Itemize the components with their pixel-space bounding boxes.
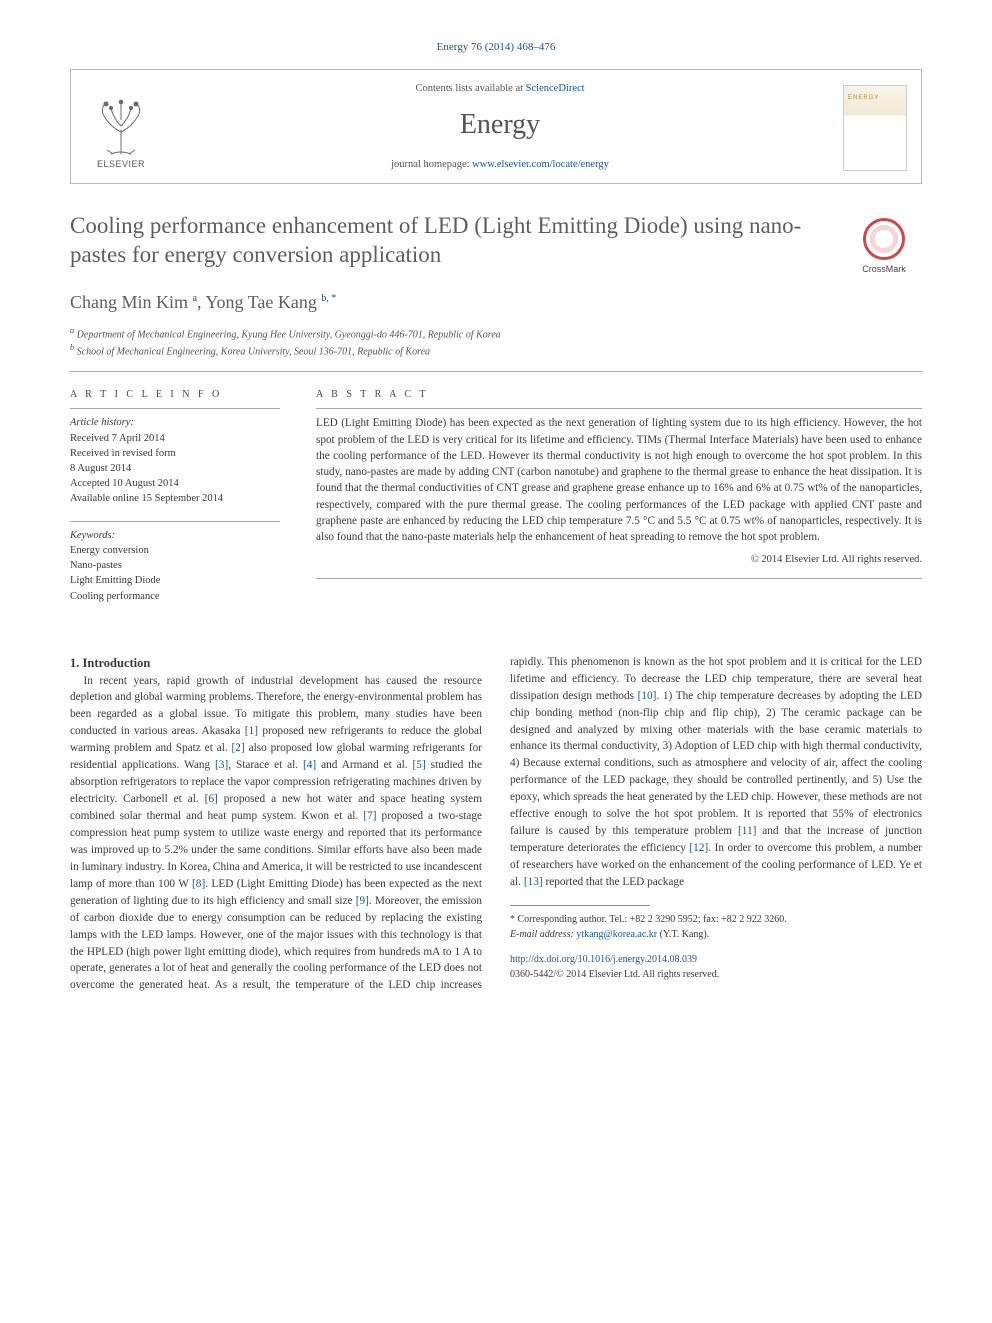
keyword: Light Emitting Diode — [70, 573, 280, 588]
crossmark-badge[interactable]: CrossMark — [846, 218, 922, 276]
corr-author-line: * Corresponding author. Tel.: +82 2 3290… — [510, 912, 922, 927]
elsevier-tree-icon — [93, 96, 149, 156]
author-2-name: Yong Tae Kang — [205, 292, 317, 312]
article-history: Article history: Received 7 April 2014 R… — [70, 415, 280, 506]
keyword: Energy conversion — [70, 543, 280, 558]
section-heading: 1. Introduction — [70, 654, 482, 673]
title-row: Cooling performance enhancement of LED (… — [70, 212, 922, 276]
doi-link[interactable]: http://dx.doi.org/10.1016/j.energy.2014.… — [510, 954, 697, 965]
article-info-heading: A R T I C L E I N F O — [70, 388, 280, 402]
intro-paragraph: In recent years, rapid growth of industr… — [70, 654, 922, 995]
corr-email-link[interactable]: ytkang@korea.ac.kr — [576, 929, 657, 940]
citation-line: Energy 76 (2014) 468–476 — [70, 40, 922, 55]
article-info: A R T I C L E I N F O Article history: R… — [70, 388, 280, 617]
affiliation-a-text: Department of Mechanical Engineering, Ky… — [77, 329, 501, 340]
history-label: Article history: — [70, 415, 280, 430]
elsevier-logo: ELSEVIER — [85, 85, 157, 171]
corr-email-who: (Y.T. Kang). — [660, 929, 710, 940]
keywords-block: Keywords: Energy conversion Nano-pastes … — [70, 528, 280, 604]
issn-copyright: 0360-5442/© 2014 Elsevier Ltd. All right… — [510, 969, 719, 980]
publisher-name: ELSEVIER — [97, 158, 145, 171]
homepage-prefix: journal homepage: — [391, 159, 472, 170]
keyword: Nano-pastes — [70, 558, 280, 573]
contents-available: Contents lists available at ScienceDirec… — [173, 82, 827, 97]
journal-cover-thumbnail: ENERGY — [843, 85, 907, 171]
keywords-label: Keywords: — [70, 528, 280, 543]
contents-prefix: Contents lists available at — [415, 83, 525, 94]
author-list: Chang Min Kim a, Yong Tae Kang b, * — [70, 290, 922, 315]
footnote-separator — [510, 905, 650, 906]
journal-header: ELSEVIER Contents lists available at Sci… — [70, 69, 922, 184]
divider — [70, 521, 280, 522]
author-1-affil-marker: a — [193, 293, 197, 304]
cover-title: ENERGY — [848, 94, 902, 102]
article-title: Cooling performance enhancement of LED (… — [70, 212, 828, 270]
history-line: Available online 15 September 2014 — [70, 491, 280, 506]
affiliations: a Department of Mechanical Engineering, … — [70, 325, 922, 360]
body-text: 1. Introduction In recent years, rapid g… — [70, 654, 922, 995]
crossmark-icon — [863, 218, 905, 260]
crossmark-label: CrossMark — [862, 263, 906, 276]
email-label: E-mail address: — [510, 929, 574, 940]
abstract-text: LED (Light Emitting Diode) has been expe… — [316, 415, 922, 545]
journal-homepage: journal homepage: www.elsevier.com/locat… — [173, 158, 827, 173]
affiliation-b: b School of Mechanical Engineering, Kore… — [70, 342, 922, 359]
history-line: Received in revised form — [70, 446, 280, 461]
doi-block: http://dx.doi.org/10.1016/j.energy.2014.… — [510, 952, 922, 982]
author-2-affil-marker: b, * — [321, 293, 336, 304]
info-abstract-row: A R T I C L E I N F O Article history: R… — [70, 388, 922, 617]
homepage-link[interactable]: www.elsevier.com/locate/energy — [472, 159, 609, 170]
affiliation-a: a Department of Mechanical Engineering, … — [70, 325, 922, 342]
corresponding-author-footnote: * Corresponding author. Tel.: +82 2 3290… — [510, 912, 922, 942]
keyword: Cooling performance — [70, 589, 280, 604]
divider — [70, 371, 922, 372]
abstract-heading: A B S T R A C T — [316, 388, 922, 402]
affiliation-b-text: School of Mechanical Engineering, Korea … — [77, 346, 430, 357]
header-center: Contents lists available at ScienceDirec… — [173, 82, 827, 173]
divider — [316, 578, 922, 579]
abstract-copyright: © 2014 Elsevier Ltd. All rights reserved… — [316, 553, 922, 568]
history-line: Received 7 April 2014 — [70, 431, 280, 446]
sciencedirect-link[interactable]: ScienceDirect — [526, 83, 585, 94]
journal-name: Energy — [173, 105, 827, 144]
history-line: Accepted 10 August 2014 — [70, 476, 280, 491]
divider — [316, 408, 922, 409]
history-line: 8 August 2014 — [70, 461, 280, 476]
divider — [70, 408, 280, 409]
corr-email-line: E-mail address: ytkang@korea.ac.kr (Y.T.… — [510, 927, 922, 942]
abstract: A B S T R A C T LED (Light Emitting Diod… — [316, 388, 922, 617]
author-1-name: Chang Min Kim — [70, 292, 188, 312]
